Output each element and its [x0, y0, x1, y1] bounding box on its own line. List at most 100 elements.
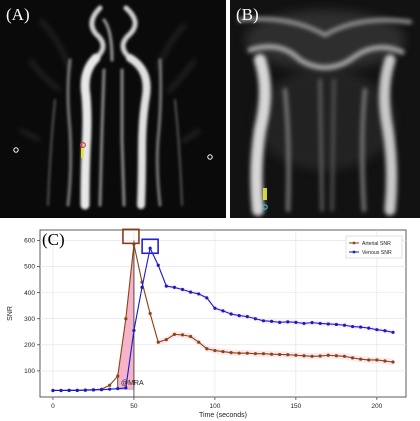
venous-snr-point: [213, 306, 217, 310]
venous-roi-highlight: [263, 188, 267, 200]
snr-chart-panel: @MRA 0 50 100 150 200 100 200 300 400 500 600 Time (…: [0, 222, 420, 421]
arterial-snr-point: [108, 383, 112, 387]
venous-snr-point: [342, 323, 347, 327]
y-tick-label: 200: [24, 342, 35, 349]
arterial-snr-point: [164, 337, 168, 342]
roi-marker-left: [13, 147, 19, 153]
arterial-snr-point: [342, 354, 347, 358]
arterial-snr-point: [334, 354, 338, 358]
venous-snr-point: [383, 329, 387, 333]
venous-snr-point: [334, 322, 338, 327]
venous-snr-point: [132, 328, 136, 333]
venous-snr-point: [302, 321, 306, 326]
roi-marker-right: [207, 154, 213, 160]
venous-snr-point: [367, 326, 371, 330]
venous-snr-point: [156, 263, 160, 267]
arterial-snr-point: [302, 354, 306, 358]
legend-label: Arterial SNR: [362, 241, 391, 247]
x-tick-label: 200: [371, 403, 382, 410]
venous-snr-point: [269, 319, 274, 323]
venous-snr-point: [310, 321, 314, 325]
x-tick-label: 100: [209, 403, 220, 410]
venous-snr-point: [391, 330, 395, 334]
legend-marker: [352, 250, 356, 254]
venous-snr-point: [261, 319, 266, 323]
snr-chart: @MRA 0 50 100 150 200 100 200 300 400 500 600 Time (…: [7, 228, 407, 419]
arterial-roi-marker: [79, 142, 86, 149]
venous-snr-point: [59, 388, 63, 393]
venous-roi-marker: [262, 204, 268, 210]
legend-box: [345, 235, 403, 259]
venous-snr-point: [350, 324, 355, 329]
venous-snr-point: [75, 388, 79, 393]
arterial-snr-point: [172, 332, 177, 336]
arterial-snr-point: [261, 352, 266, 356]
y-tick-label: 600: [24, 238, 35, 245]
venous-snr-point: [189, 290, 193, 294]
panel-label-b: (B): [236, 5, 259, 24]
venous-snr-point: [253, 317, 257, 321]
venous-snr-point: [99, 388, 104, 392]
arterial-snr-point: [221, 349, 225, 354]
y-tick-label: 500: [24, 264, 35, 271]
arterial-snr-point: [310, 354, 314, 358]
venous-snr-point: [108, 387, 112, 391]
arterial-snr-point: [148, 311, 152, 316]
venous-snr-point: [359, 325, 363, 329]
mra-vessel-image-b: [230, 0, 420, 218]
venous-snr-point: [67, 388, 71, 393]
arterial-snr-point: [116, 374, 120, 378]
arterial-snr-point: [318, 354, 322, 358]
arterial-snr-point: [294, 353, 298, 357]
venous-snr-point: [278, 320, 282, 324]
y-axis-label: SNR: [7, 306, 14, 321]
venous-snr-point: [245, 315, 249, 319]
arterial-snr-point: [367, 358, 371, 362]
venous-snr-point: [148, 246, 152, 250]
venous-snr-point: [221, 309, 225, 313]
arterial-roi-highlight: [81, 148, 84, 158]
venous-snr-point: [172, 285, 177, 290]
venous-snr-point: [197, 292, 201, 296]
venous-snr-point: [83, 388, 87, 392]
arterial-snr-point: [359, 357, 363, 361]
venous-snr-point: [318, 321, 322, 326]
arterial-snr-point: [383, 359, 387, 363]
venous-snr-point: [375, 328, 379, 332]
arterial-snr-point: [197, 340, 201, 344]
venous-snr-point: [237, 313, 241, 318]
arterial-snr-point: [350, 356, 355, 360]
arterial-snr-point: [269, 352, 274, 356]
arterial-snr-point: [213, 348, 217, 353]
arterial-snr-point: [253, 352, 257, 356]
arterial-snr-point: [229, 351, 233, 355]
venous-snr-point: [229, 312, 233, 316]
arterial-snr-point: [237, 351, 241, 355]
venous-snr-point: [205, 296, 209, 300]
arterial-snr-point: [245, 351, 249, 355]
arterial-snr-point: [156, 340, 160, 344]
panel-label-c: (C): [42, 230, 65, 249]
mra-image-panel-b: (B): [230, 0, 420, 218]
panel-label-a: (A): [6, 5, 30, 24]
arterial-snr-point: [278, 352, 282, 357]
y-tick-label: 300: [24, 316, 35, 323]
mra-image-panel-a: (A): [0, 0, 226, 218]
venous-tail-band: [142, 245, 394, 335]
mra-annotation: @MRA: [121, 380, 144, 387]
arterial-snr-point: [391, 360, 395, 364]
arterial-snr-point: [205, 347, 209, 351]
arterial-snr-point: [375, 358, 379, 362]
venous-snr-point: [294, 320, 298, 324]
x-tick-label: 50: [130, 403, 138, 410]
venous-snr-point: [91, 388, 96, 392]
arterial-snr-point: [189, 334, 193, 339]
venous-snr-point: [51, 388, 55, 393]
x-tick-label: 150: [290, 403, 301, 410]
venous-snr-point: [164, 284, 168, 288]
venous-snr-point: [180, 287, 185, 292]
venous-snr-point: [326, 322, 330, 326]
legend-marker: [352, 241, 356, 245]
venous-snr-point: [286, 320, 290, 324]
arterial-snr-point: [326, 353, 330, 357]
